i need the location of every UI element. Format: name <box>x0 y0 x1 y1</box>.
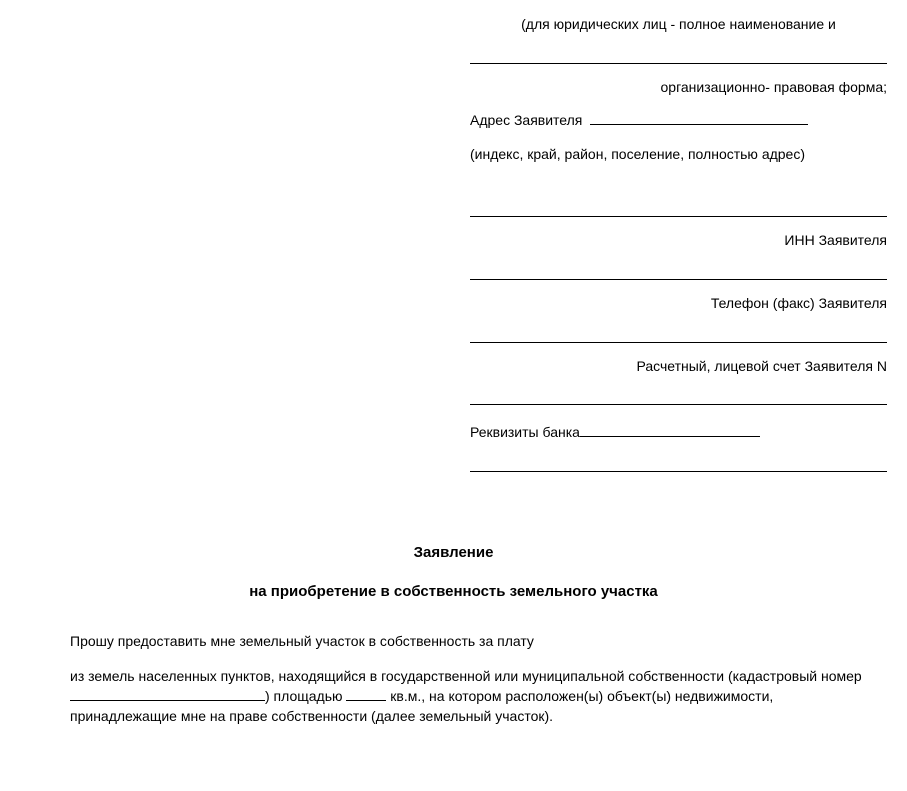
bank-details-row: Реквизиты банка <box>470 423 887 443</box>
bank-details-label: Реквизиты банка <box>470 424 580 440</box>
phone-label: Телефон (факс) Заявителя <box>711 295 887 311</box>
body-para1-text: Прошу предоставить мне земельный участок… <box>70 633 534 649</box>
blank-line-2 <box>470 216 887 217</box>
account-label: Расчетный, лицевой счет Заявителя N <box>636 358 887 374</box>
address-hint-text: (индекс, край, район, поселение, полност… <box>470 146 805 162</box>
title-sub: на приобретение в собственность земельно… <box>20 581 887 602</box>
inn-label: ИНН Заявителя <box>784 232 887 248</box>
applicant-address-row: Адрес Заявителя <box>470 111 887 131</box>
body-para2-part3: кв.м., на котором расположен(ы) объект(ы… <box>70 688 773 724</box>
body-paragraph-1: Прошу предоставить мне земельный участок… <box>70 632 867 652</box>
org-form-hint: организационно- правовая форма; <box>470 78 887 98</box>
applicant-address-blank <box>590 124 808 125</box>
area-blank <box>346 700 386 701</box>
title-main: Заявление <box>20 542 887 563</box>
legal-entity-hint: (для юридических лиц - полное наименован… <box>470 15 887 35</box>
applicant-address-label: Адрес Заявителя <box>470 112 582 128</box>
body-para2-part1: из земель населенных пунктов, находящийс… <box>70 668 862 684</box>
blank-line-6 <box>470 471 887 472</box>
document-title-block: Заявление на приобретение в собственност… <box>20 542 887 602</box>
document-body-block: Прошу предоставить мне земельный участок… <box>70 632 867 726</box>
recipient-header-block: (для юридических лиц - полное наименован… <box>470 15 887 472</box>
blank-line-4 <box>470 342 887 343</box>
bank-details-blank <box>580 436 760 437</box>
body-paragraph-2: из земель населенных пунктов, находящийс… <box>70 667 867 726</box>
blank-line-1 <box>470 63 887 64</box>
cadastral-number-blank <box>70 700 265 701</box>
body-para2-part2: ) площадью <box>265 688 346 704</box>
inn-label-row: ИНН Заявителя <box>470 231 887 251</box>
org-form-hint-text: организационно- правовая форма; <box>661 79 888 95</box>
account-label-row: Расчетный, лицевой счет Заявителя N <box>470 357 887 377</box>
address-hint: (индекс, край, район, поселение, полност… <box>470 145 887 165</box>
legal-entity-hint-text: (для юридических лиц - полное наименован… <box>521 16 836 32</box>
phone-label-row: Телефон (факс) Заявителя <box>470 294 887 314</box>
blank-line-5 <box>470 404 887 405</box>
blank-line-3 <box>470 279 887 280</box>
